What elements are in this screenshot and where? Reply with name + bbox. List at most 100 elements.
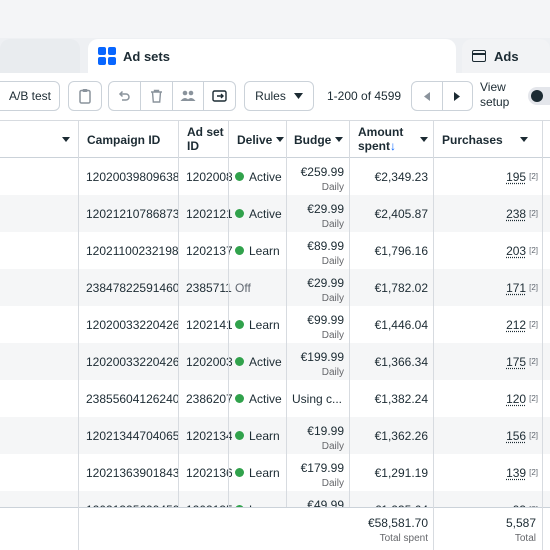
amount-spent-cell: €1,382.24 bbox=[374, 391, 428, 406]
tab-ads-label: Ads bbox=[494, 48, 519, 64]
clipboard-button[interactable] bbox=[68, 81, 102, 111]
export-button[interactable] bbox=[204, 82, 235, 110]
delivery-cell: Active bbox=[235, 158, 285, 195]
budget-cell: €199.99 Daily bbox=[292, 343, 344, 380]
delivery-status: Active bbox=[249, 354, 282, 369]
undo-icon bbox=[119, 90, 131, 101]
purchases-cell[interactable]: 120 [2] bbox=[436, 380, 538, 417]
amount-spent-cell: €1,796.16 bbox=[374, 243, 428, 258]
delivery-status: Learn bbox=[249, 465, 280, 480]
column-divider bbox=[349, 121, 350, 507]
purchases-cell[interactable]: 171 [2] bbox=[436, 269, 538, 306]
col-budget[interactable]: Budge bbox=[294, 121, 348, 158]
col-amount-spent-line1: Amount bbox=[358, 125, 404, 139]
col-delivery[interactable]: Delive bbox=[237, 121, 285, 158]
adset-id-cell: 120213770 bbox=[186, 243, 232, 258]
tab-ads[interactable]: Ads bbox=[462, 39, 550, 73]
table-row[interactable]: 120200332204260 120200332 Active €199.99 Dai… bbox=[0, 343, 550, 380]
undo-button[interactable] bbox=[109, 82, 141, 110]
amount-spent-cell: €1,782.02 bbox=[374, 280, 428, 295]
purchases-value: 120 bbox=[506, 391, 527, 406]
adset-id-cell: 120212118 bbox=[186, 206, 232, 221]
view-setup-label: View setup bbox=[480, 80, 509, 110]
purchases-cell[interactable]: 212 [2] bbox=[436, 306, 538, 343]
col-budget-label: Budge bbox=[294, 132, 332, 147]
table-row[interactable]: 120211002321980 120213770 Learn €89.99 Daily… bbox=[0, 232, 550, 269]
col-purchases[interactable]: Purchases bbox=[442, 121, 536, 158]
delivery-cell: Active bbox=[235, 343, 285, 380]
amount-spent-cell: €2,349.23 bbox=[374, 169, 428, 184]
view-setup-line1: View bbox=[480, 80, 506, 94]
tab-campaigns[interactable] bbox=[0, 39, 80, 73]
purchases-footnote: [2] bbox=[529, 209, 538, 218]
table-row[interactable]: 238478225914600 238571144Off €29.99 Daily €1… bbox=[0, 269, 550, 306]
ads-window-icon bbox=[472, 50, 486, 62]
ab-test-label: A/B test bbox=[8, 89, 52, 103]
purchases-cell[interactable]: 203 [2] bbox=[436, 232, 538, 269]
toolbar: A/B test Rules 1-200 of 4599 View setup bbox=[0, 73, 550, 121]
delivery-status: Active bbox=[249, 206, 282, 221]
col-adset-id-line1: Ad set bbox=[187, 125, 224, 139]
pagination-controls bbox=[411, 81, 473, 111]
budget-value: €259.99 bbox=[300, 165, 344, 179]
amount-spent-cell: €2,405.87 bbox=[374, 206, 428, 221]
adset-id-cell: 238571144 bbox=[186, 280, 232, 295]
rules-dropdown[interactable]: Rules bbox=[244, 81, 314, 111]
status-dot-icon bbox=[235, 246, 244, 255]
tab-ad-sets[interactable]: Ad sets bbox=[88, 39, 456, 73]
budget-value: €29.99 bbox=[307, 202, 344, 216]
table-row[interactable]: 238556041262400 238620755 Active Using c...… bbox=[0, 380, 550, 417]
budget-type: Daily bbox=[321, 441, 344, 452]
table-row[interactable]: 120213639018430 120213639 Learn €179.99 Dail… bbox=[0, 454, 550, 491]
table-row[interactable]: 120212107868730 120212118 Active €29.99 Dail… bbox=[0, 195, 550, 232]
budget-type: Daily bbox=[321, 293, 344, 304]
purchases-value: 156 bbox=[506, 428, 527, 443]
table-row[interactable]: 120200332204260 120214177 Learn €99.99 Daily… bbox=[0, 306, 550, 343]
table-row[interactable]: 120200398096380 120200884 Active €259.99 Dai… bbox=[0, 158, 550, 195]
col-amount-spent-line2-text: spent bbox=[358, 139, 391, 153]
next-page-button[interactable] bbox=[443, 82, 473, 110]
table-row[interactable]: 120213447040650 120213447 Learn €19.99 Daily… bbox=[0, 417, 550, 454]
view-setup-toggle[interactable] bbox=[528, 87, 550, 105]
budget-value: €179.99 bbox=[300, 461, 344, 475]
amount-spent-cell: €1,362.26 bbox=[374, 428, 428, 443]
purchases-footnote: [2] bbox=[529, 246, 538, 255]
status-dot-icon bbox=[235, 357, 244, 366]
status-dot-icon bbox=[235, 468, 244, 477]
dropdown-caret-icon bbox=[276, 137, 285, 142]
delete-button[interactable] bbox=[141, 82, 173, 110]
col-adset-id[interactable]: Ad set ID bbox=[187, 121, 233, 158]
dropdown-caret-icon bbox=[335, 137, 344, 142]
ab-test-button[interactable]: A/B test bbox=[0, 81, 60, 111]
dropdown-caret-icon bbox=[519, 137, 528, 142]
purchases-cell[interactable]: 195 [2] bbox=[436, 158, 538, 195]
purchases-cell[interactable]: 175 [2] bbox=[436, 343, 538, 380]
col-campaign-id[interactable]: Campaign ID bbox=[87, 132, 161, 147]
adset-id-cell: 120200884 bbox=[186, 169, 232, 184]
campaign-id-cell: 120200332204260 bbox=[86, 317, 178, 332]
previous-page-button[interactable] bbox=[412, 82, 443, 110]
purchases-cell[interactable]: 238 [2] bbox=[436, 195, 538, 232]
delivery-cell: Active bbox=[235, 380, 285, 417]
view-setup-line2: setup bbox=[480, 95, 510, 109]
delivery-status: Learn bbox=[249, 428, 280, 443]
col-amount-spent[interactable]: Amount spent↓ bbox=[358, 121, 430, 158]
name-column-sort[interactable] bbox=[62, 121, 78, 158]
purchases-footnote: [2] bbox=[529, 283, 538, 292]
purchases-footnote: [2] bbox=[529, 357, 538, 366]
purchases-footnote: [2] bbox=[529, 468, 538, 477]
budget-type: Daily bbox=[321, 367, 344, 378]
budget-cell: €179.99 Daily bbox=[292, 454, 344, 491]
budget-type: Daily bbox=[321, 478, 344, 489]
purchases-footnote: [2] bbox=[529, 431, 538, 440]
budget-cell: €89.99 Daily bbox=[292, 232, 344, 269]
purchases-value: 195 bbox=[506, 169, 527, 184]
purchases-cell[interactable]: 139 [2] bbox=[436, 454, 538, 491]
column-divider bbox=[286, 121, 287, 507]
audience-button[interactable] bbox=[173, 82, 205, 110]
purchases-cell[interactable]: 156 [2] bbox=[436, 417, 538, 454]
purchases-value: 175 bbox=[506, 354, 527, 369]
purchases-value: 212 bbox=[506, 317, 527, 332]
col-delivery-label: Delive bbox=[237, 132, 273, 147]
delivery-status: Learn bbox=[249, 243, 280, 258]
